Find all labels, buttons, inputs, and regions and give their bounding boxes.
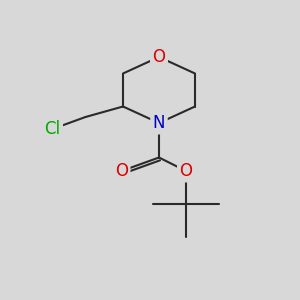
Text: Cl: Cl xyxy=(44,120,61,138)
Text: O: O xyxy=(179,162,193,180)
Text: O: O xyxy=(152,48,166,66)
Text: O: O xyxy=(115,162,128,180)
Text: N: N xyxy=(153,114,165,132)
